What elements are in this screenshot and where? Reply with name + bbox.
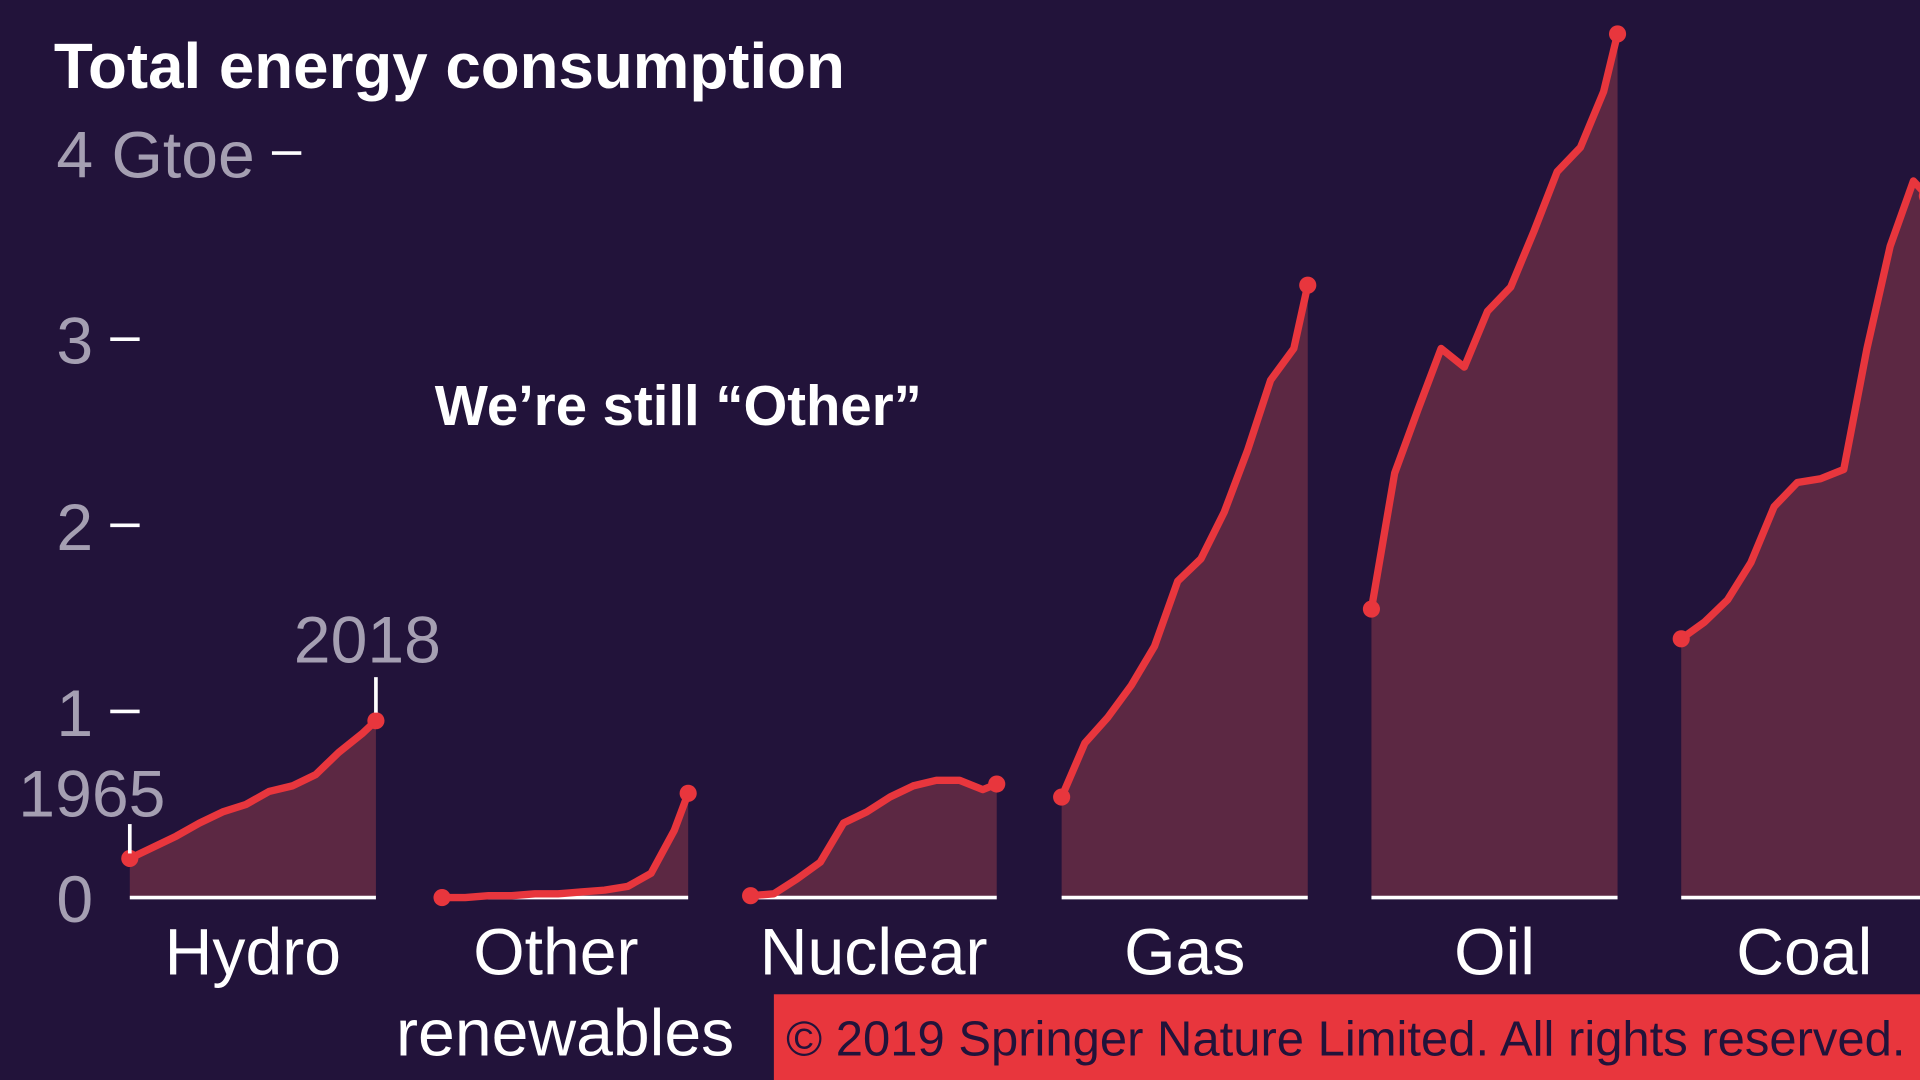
end-dot — [1672, 630, 1690, 648]
end-dot — [1362, 600, 1380, 618]
annotation: We’re still “Other” — [435, 374, 922, 437]
footer-band — [773, 994, 1920, 1080]
category-label: Hydro — [165, 916, 341, 990]
area — [1681, 180, 1920, 898]
area — [129, 720, 376, 898]
area — [442, 793, 689, 898]
category-label: Oil — [1454, 916, 1535, 990]
area — [1061, 285, 1308, 898]
year-label: 1965 — [18, 758, 165, 832]
y-tick-label: 2 — [56, 491, 93, 565]
category-label: Gas — [1124, 916, 1245, 990]
end-dot — [1053, 788, 1071, 806]
line — [1679, 177, 1920, 642]
chart-title: Total energy consumption — [54, 31, 845, 102]
year-label: 2018 — [294, 603, 441, 677]
end-dot — [1608, 25, 1627, 43]
line — [1367, 33, 1622, 610]
end-dot — [433, 888, 451, 907]
line — [128, 718, 379, 862]
end-dot — [988, 775, 1006, 793]
end-dot — [742, 887, 760, 905]
end-dot — [121, 849, 139, 868]
y-tick-label: 0 — [56, 863, 93, 937]
footer: © 2019 Springer Nature Limited. All righ… — [786, 1013, 1905, 1067]
y-tick-label: 3 — [56, 305, 93, 379]
y-tick-label: 4 Gtoe — [56, 119, 254, 193]
end-dot — [367, 712, 385, 730]
category-label: Coal — [1736, 916, 1872, 990]
category-label: Nuclear — [760, 916, 988, 990]
line — [1058, 284, 1312, 799]
line — [442, 792, 692, 902]
line — [750, 776, 999, 900]
area — [1371, 33, 1618, 898]
end-dot — [679, 784, 697, 802]
category-label: Other renewables — [396, 916, 734, 1071]
end-dot — [1299, 276, 1317, 294]
y-tick-label: 1 — [56, 677, 93, 751]
